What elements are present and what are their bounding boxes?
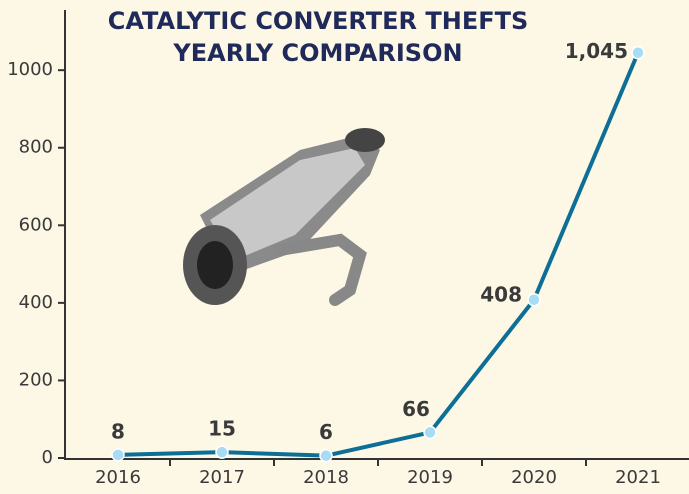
x-tick-label: 2018 [303,467,349,488]
chart-title: CATALYTIC CONVERTER THEFTS [108,7,529,35]
data-label: 8 [111,419,125,443]
x-tick-label: 2017 [199,467,245,488]
y-tick-label: 800 [19,137,53,158]
chart-title: YEARLY COMPARISON [172,39,462,67]
marker [424,426,436,438]
marker [112,449,124,461]
marker [528,294,540,306]
x-tick-label: 2021 [615,467,661,488]
marker [320,450,332,462]
x-tick-label: 2019 [407,467,453,488]
y-tick-label: 0 [42,447,53,468]
y-tick-label: 200 [19,369,53,390]
y-tick-label: 600 [19,214,53,235]
y-tick-label: 400 [19,292,53,313]
data-label: 6 [319,420,333,444]
marker [216,446,228,458]
y-tick-label: 1000 [7,59,53,80]
chart: CATALYTIC CONVERTER THEFTS YEARLY COMPAR… [0,0,689,494]
x-tick-label: 2016 [95,467,141,488]
data-label: 66 [402,397,430,421]
x-tick-label: 2020 [511,467,557,488]
data-label: 408 [480,282,522,306]
data-label: 15 [208,417,236,441]
marker [632,47,644,59]
data-label: 1,045 [565,39,628,63]
